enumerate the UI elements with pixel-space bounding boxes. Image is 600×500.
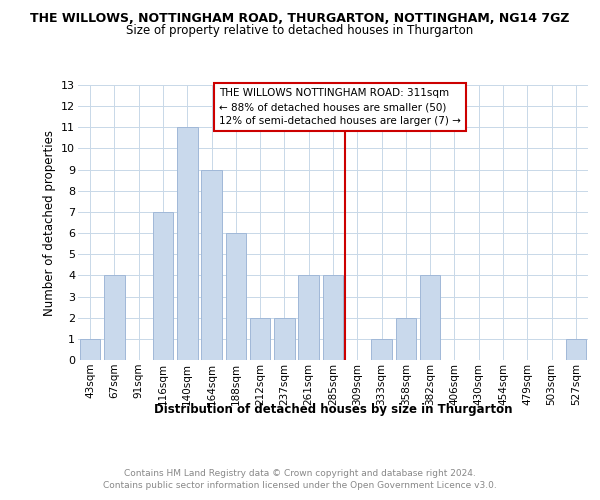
Text: THE WILLOWS NOTTINGHAM ROAD: 311sqm
← 88% of detached houses are smaller (50)
12: THE WILLOWS NOTTINGHAM ROAD: 311sqm ← 88… — [219, 88, 461, 126]
Bar — [201, 170, 222, 360]
Bar — [80, 339, 100, 360]
Bar — [177, 128, 197, 360]
Bar — [371, 339, 392, 360]
Bar — [250, 318, 271, 360]
Bar — [152, 212, 173, 360]
Bar — [395, 318, 416, 360]
Text: Distribution of detached houses by size in Thurgarton: Distribution of detached houses by size … — [154, 402, 512, 415]
Bar — [420, 276, 440, 360]
Bar — [104, 276, 125, 360]
Text: Contains public sector information licensed under the Open Government Licence v3: Contains public sector information licen… — [103, 481, 497, 490]
Bar — [323, 276, 343, 360]
Y-axis label: Number of detached properties: Number of detached properties — [43, 130, 56, 316]
Bar — [226, 233, 246, 360]
Bar — [298, 276, 319, 360]
Text: Size of property relative to detached houses in Thurgarton: Size of property relative to detached ho… — [127, 24, 473, 37]
Bar — [274, 318, 295, 360]
Text: THE WILLOWS, NOTTINGHAM ROAD, THURGARTON, NOTTINGHAM, NG14 7GZ: THE WILLOWS, NOTTINGHAM ROAD, THURGARTON… — [30, 12, 570, 26]
Text: Contains HM Land Registry data © Crown copyright and database right 2024.: Contains HM Land Registry data © Crown c… — [124, 469, 476, 478]
Bar — [566, 339, 586, 360]
